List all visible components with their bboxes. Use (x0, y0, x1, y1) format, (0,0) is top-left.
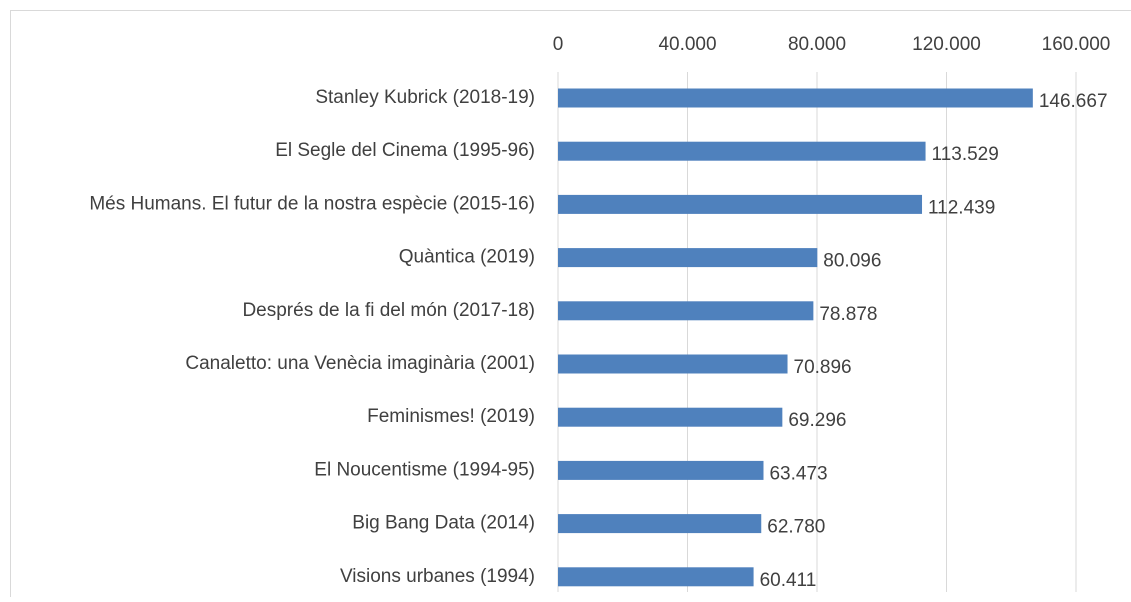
y-tick-label: Big Bang Data (2014) (352, 513, 535, 534)
x-tick-label: 0 (553, 34, 564, 55)
data-label: 69.296 (788, 410, 846, 431)
data-label: 70.896 (794, 357, 852, 378)
bar (558, 195, 922, 214)
data-label: 62.780 (767, 517, 825, 538)
data-label: 63.473 (769, 463, 827, 484)
x-tick-label: 80.000 (788, 34, 846, 55)
bar (558, 89, 1033, 108)
data-label: 146.667 (1039, 91, 1108, 112)
data-label: 112.439 (928, 197, 995, 218)
bar (558, 408, 782, 427)
bar (558, 355, 788, 374)
y-tick-label: Feminismes! (2019) (367, 406, 535, 427)
y-tick-label: Canaletto: una Venècia imaginària (2001) (185, 353, 535, 374)
y-tick-label: Visions urbanes (1994) (340, 566, 535, 587)
y-tick-label: El Segle del Cinema (1995-96) (275, 140, 535, 161)
y-tick-label: Més Humans. El futur de la nostra espèci… (89, 193, 535, 214)
data-label: 78.878 (819, 304, 877, 325)
y-tick-label: Stanley Kubrick (2018-19) (315, 87, 535, 108)
data-label: 60.411 (760, 570, 817, 591)
bar (558, 461, 763, 480)
bar (558, 248, 817, 267)
x-tick-label: 40.000 (658, 34, 716, 55)
data-label: 80.096 (823, 251, 881, 272)
data-label: 113.529 (932, 144, 999, 165)
bar (558, 301, 813, 320)
bar (558, 142, 926, 161)
y-tick-label: Quàntica (2019) (399, 247, 535, 268)
bar (558, 567, 754, 586)
bar (558, 514, 761, 533)
y-tick-label: Després de la fi del món (2017-18) (242, 300, 535, 321)
x-tick-label: 160.000 (1042, 34, 1111, 55)
y-tick-label: El Noucentisme (1994-95) (314, 459, 535, 480)
x-tick-label: 120.000 (912, 34, 981, 55)
